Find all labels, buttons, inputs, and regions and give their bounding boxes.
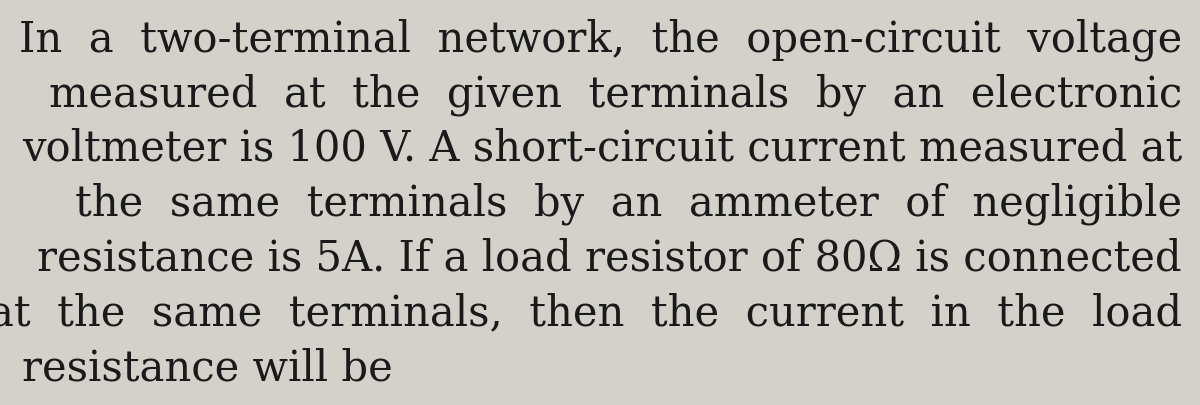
Text: In  a  two-terminal  network,  the  open-circuit  voltage: In a two-terminal network, the open-circ… xyxy=(19,18,1182,61)
Text: measured  at  the  given  terminals  by  an  electronic: measured at the given terminals by an el… xyxy=(49,73,1182,115)
Text: the  same  terminals  by  an  ammeter  of  negligible: the same terminals by an ammeter of negl… xyxy=(74,182,1182,225)
Text: at  the  same  terminals,  then  the  current  in  the  load: at the same terminals, then the current … xyxy=(0,292,1182,333)
Text: resistance is 5A. If a load resistor of 80Ω is connected: resistance is 5A. If a load resistor of … xyxy=(37,237,1182,279)
Text: voltmeter is 100 V. A short-circuit current measured at: voltmeter is 100 V. A short-circuit curr… xyxy=(22,128,1182,169)
Text: resistance will be: resistance will be xyxy=(22,346,392,388)
